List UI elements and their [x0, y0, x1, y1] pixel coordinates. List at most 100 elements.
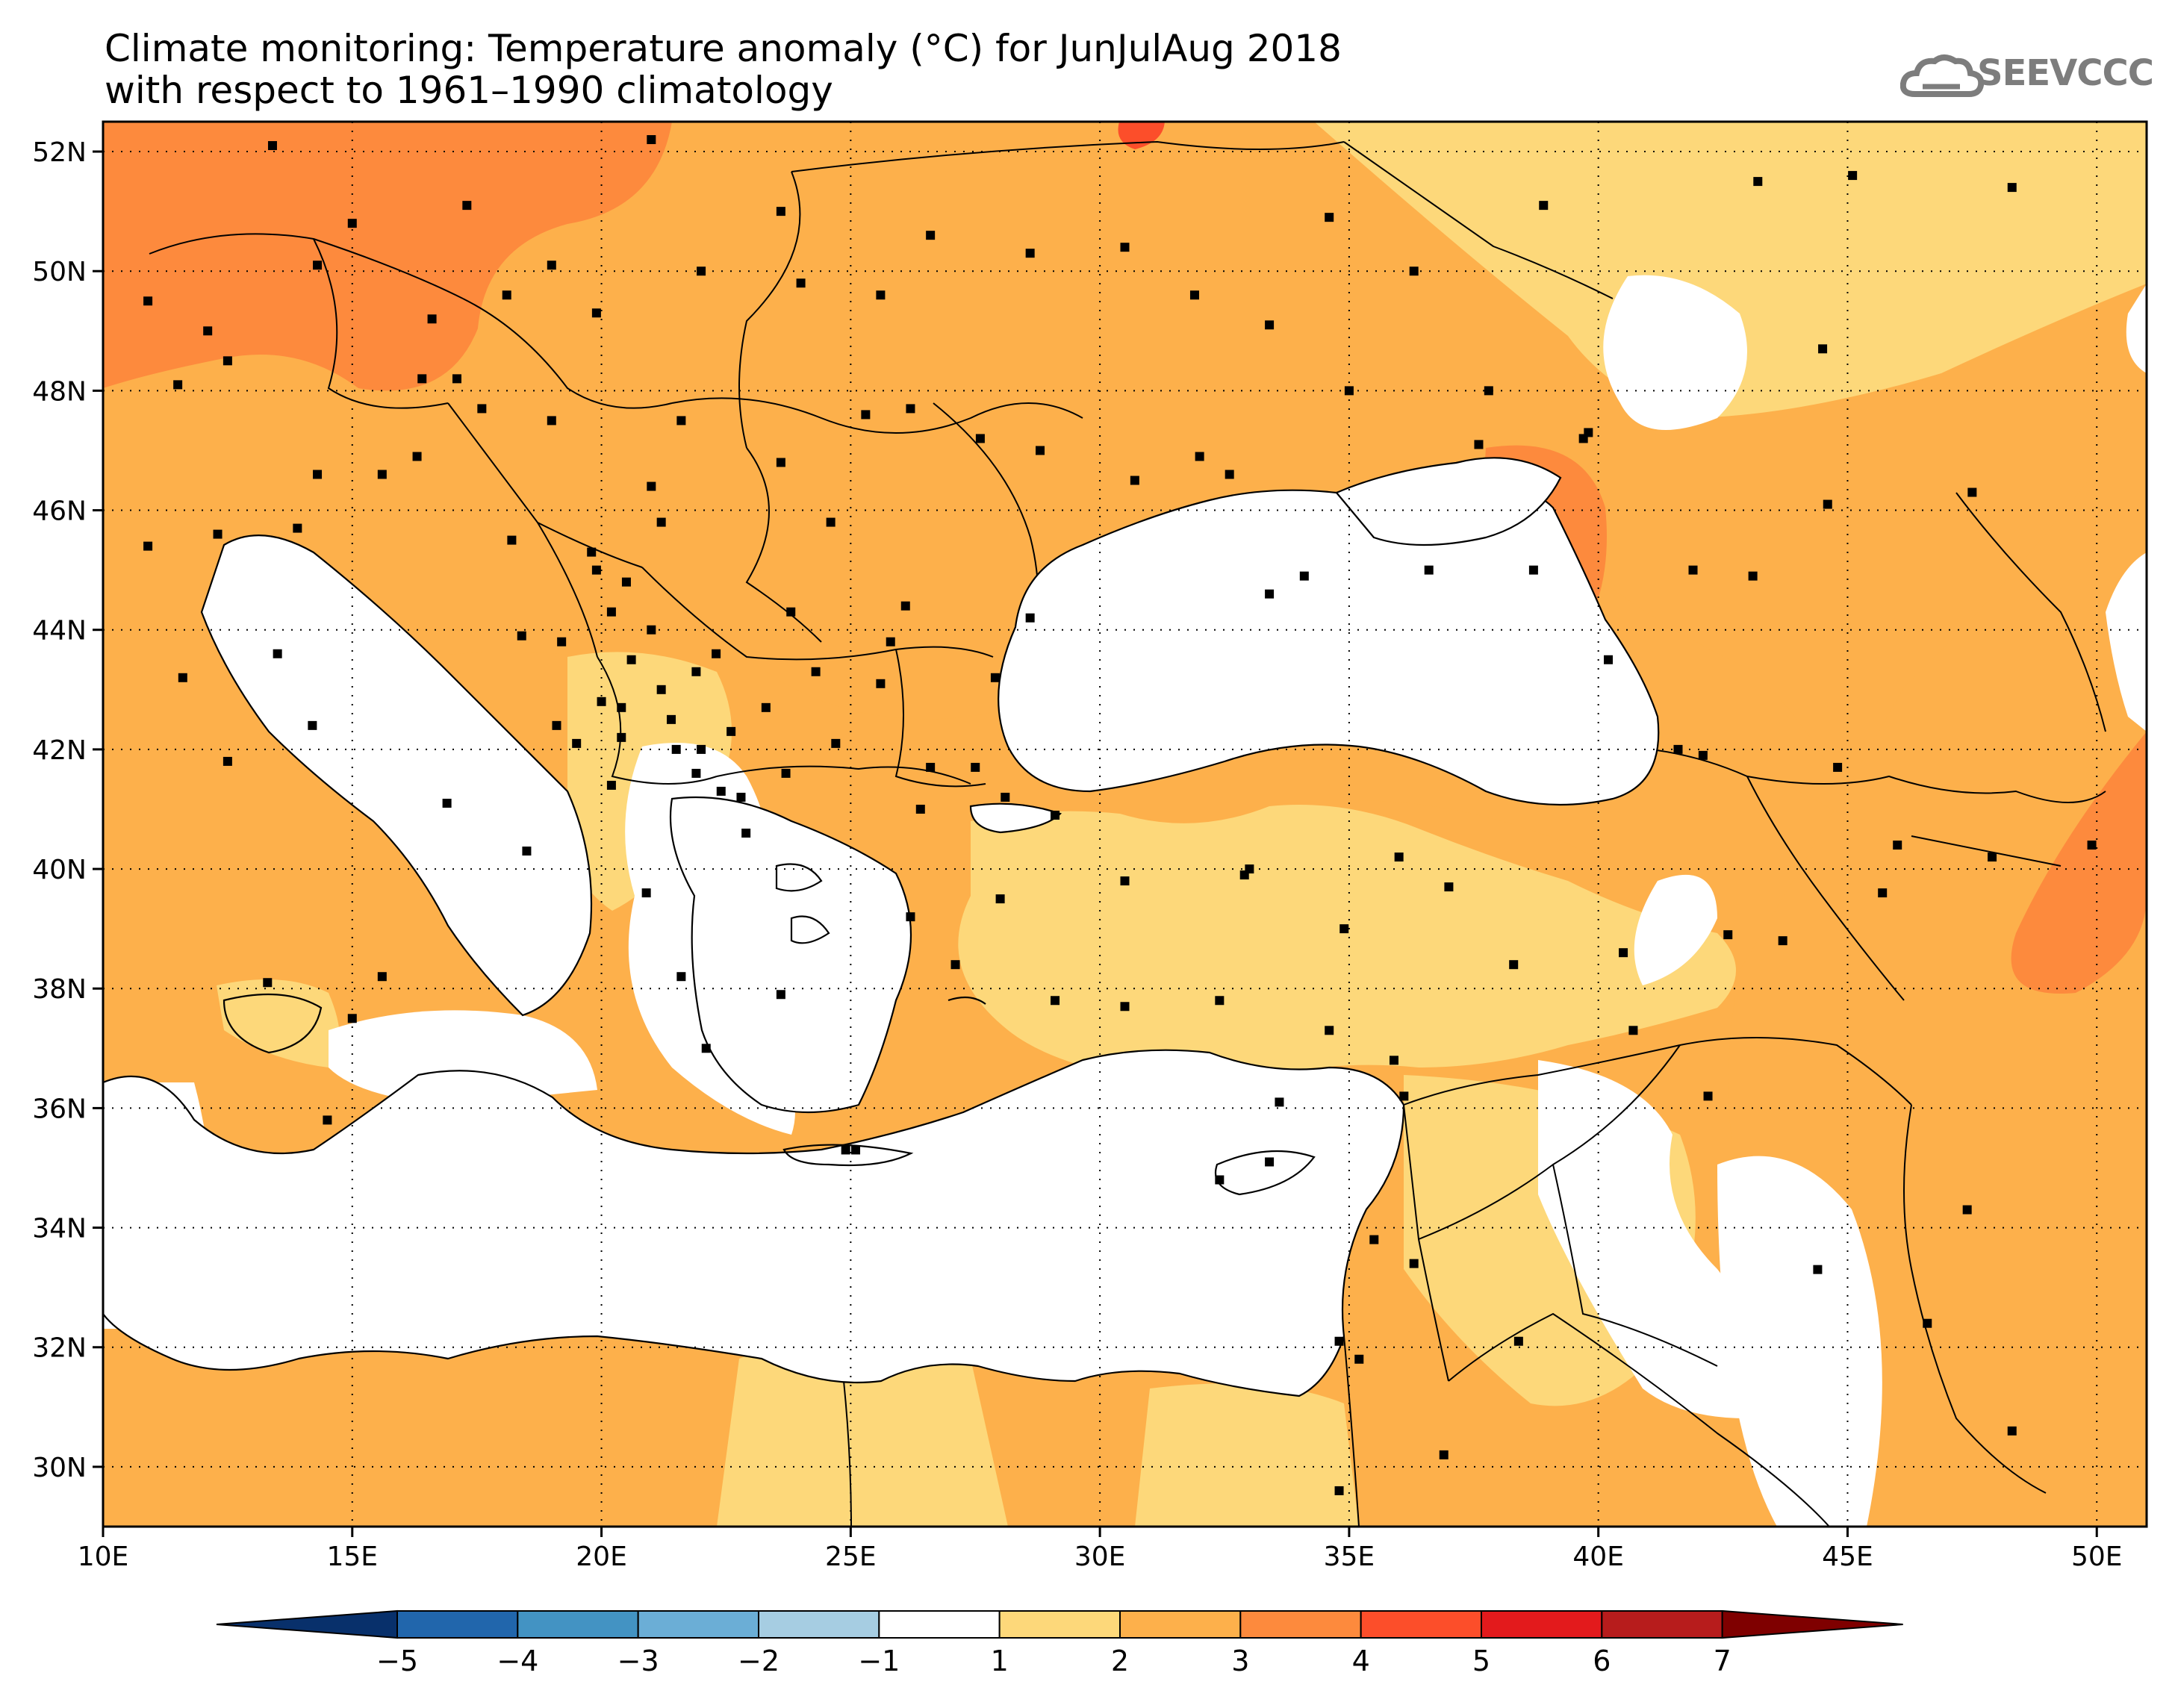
station-marker: [701, 1044, 711, 1053]
station-marker: [811, 667, 821, 676]
station-marker: [347, 219, 357, 228]
station-marker: [591, 565, 601, 575]
station-markers: [143, 135, 2097, 1495]
colorbar-label: −3: [617, 1645, 659, 1677]
station-marker: [1325, 1026, 1334, 1035]
station-marker: [647, 625, 656, 635]
colorbar-label: −1: [858, 1645, 900, 1677]
station-marker: [776, 458, 785, 467]
colorbar-cell: [637, 1610, 760, 1639]
station-marker: [597, 696, 606, 706]
station-marker: [1036, 446, 1045, 455]
station-marker: [716, 786, 726, 796]
station-marker: [1444, 882, 1454, 892]
station-marker: [647, 481, 656, 491]
station-marker: [741, 829, 751, 838]
station-marker: [926, 231, 936, 240]
station-marker: [676, 416, 686, 426]
lon-label: 45E: [1822, 1542, 1873, 1572]
station-marker: [671, 744, 681, 754]
station-marker: [691, 768, 701, 778]
station-marker: [831, 738, 841, 748]
anomaly-zone-near-normal: [1538, 1060, 1758, 1418]
colorbar-cell: [396, 1610, 519, 1639]
station-marker: [572, 738, 582, 748]
station-marker: [1878, 888, 1888, 898]
station-marker: [1962, 1205, 1972, 1215]
colorbar: −5 −4 −3 −2 −1 1 2 3 4 5 6 7: [216, 1609, 1903, 1677]
station-marker: [1299, 571, 1309, 581]
station-marker: [647, 135, 656, 145]
station-marker: [1334, 1486, 1344, 1495]
anomaly-zone-near-normal: [1717, 1156, 1882, 1527]
anomaly-zone-near-normal: [1634, 874, 1717, 985]
map-title-line2: with respect to 1961–1990 climatology: [105, 69, 833, 112]
station-marker: [906, 912, 915, 922]
station-marker: [1833, 762, 1843, 772]
anomaly-zone-near-normal: [1603, 275, 1747, 430]
station-marker: [452, 374, 461, 384]
station-marker: [1215, 1175, 1225, 1185]
lat-label: 34N: [32, 1214, 87, 1244]
station-marker: [587, 547, 597, 557]
station-marker: [1369, 1235, 1379, 1244]
lat-label: 46N: [32, 496, 87, 527]
colorbar-cell: [1360, 1610, 1482, 1639]
country-borders: [149, 140, 2106, 1527]
station-marker: [1698, 750, 1708, 760]
station-marker: [900, 601, 910, 611]
station-marker: [1893, 841, 1902, 850]
station-marker: [781, 768, 791, 778]
station-marker: [915, 804, 925, 814]
station-marker: [1325, 213, 1334, 222]
station-marker: [656, 517, 666, 527]
station-marker: [1189, 290, 1199, 300]
lon-label: 50E: [2071, 1542, 2123, 1572]
station-marker: [641, 888, 651, 898]
colorbar-cell: [758, 1610, 880, 1639]
graticule: [103, 122, 2147, 1527]
colorbar-label: 1: [991, 1645, 1009, 1677]
station-marker: [1424, 565, 1434, 575]
station-marker: [906, 404, 915, 414]
station-marker: [178, 673, 187, 682]
station-marker: [1967, 487, 1977, 497]
station-marker: [2007, 183, 2017, 193]
station-marker: [726, 726, 736, 736]
station-marker: [1673, 744, 1683, 754]
station-marker: [1578, 434, 1588, 443]
station-marker: [203, 326, 213, 336]
colorbar-label: 5: [1472, 1645, 1490, 1677]
station-marker: [442, 798, 452, 808]
station-marker: [1528, 565, 1538, 575]
colorbar-label: 7: [1714, 1645, 1731, 1677]
colorbar-cell: [1481, 1610, 1603, 1639]
station-marker: [1513, 1336, 1523, 1346]
station-marker: [876, 290, 886, 300]
lon-label: 30E: [1074, 1542, 1126, 1572]
station-marker: [1723, 930, 1733, 940]
lon-label: 20E: [576, 1542, 627, 1572]
lat-label: 48N: [32, 376, 87, 407]
colorbar-label: 2: [1111, 1645, 1129, 1677]
lat-label: 52N: [32, 137, 87, 168]
station-marker: [1051, 996, 1060, 1006]
station-marker: [377, 470, 387, 479]
station-marker: [517, 631, 526, 640]
station-marker: [1389, 1056, 1398, 1065]
station-marker: [223, 756, 232, 766]
station-marker: [1130, 476, 1139, 485]
station-marker: [876, 679, 886, 688]
station-marker: [1215, 996, 1225, 1006]
station-marker: [591, 308, 601, 318]
station-marker: [606, 607, 616, 617]
colorbar-cell: [1119, 1610, 1242, 1639]
station-marker: [676, 972, 686, 982]
station-marker: [1225, 470, 1234, 479]
station-marker: [347, 1014, 357, 1023]
station-marker: [1539, 201, 1549, 211]
station-marker: [412, 452, 422, 461]
station-marker: [786, 607, 796, 617]
ionian-sea: [329, 1010, 597, 1105]
